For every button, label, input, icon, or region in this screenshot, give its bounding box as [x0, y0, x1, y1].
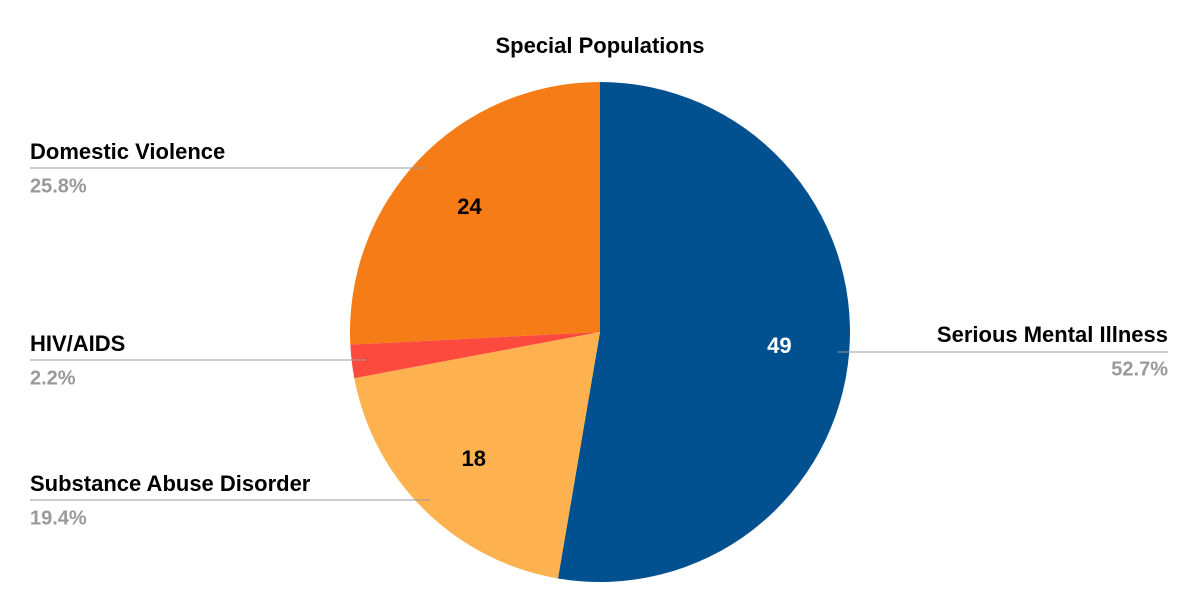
slice-value-label: 18	[462, 446, 486, 471]
category-label: Domestic Violence	[30, 139, 225, 164]
category-label: Serious Mental Illness	[937, 322, 1168, 347]
category-label: HIV/AIDS	[30, 331, 125, 356]
slice-value-label: 24	[457, 194, 482, 219]
pie-slice	[354, 332, 600, 579]
percent-label: 52.7%	[1111, 358, 1168, 380]
chart-title: Special Populations	[495, 33, 704, 58]
percent-label: 19.4%	[30, 507, 87, 529]
pie-slice	[350, 332, 600, 379]
percent-label: 25.8%	[30, 175, 87, 197]
pie-slice	[557, 82, 851, 582]
pie-slice	[350, 82, 600, 345]
category-label: Substance Abuse Disorder	[30, 471, 311, 496]
percent-label: 2.2%	[30, 367, 76, 389]
slice-value-label: 49	[767, 333, 791, 358]
